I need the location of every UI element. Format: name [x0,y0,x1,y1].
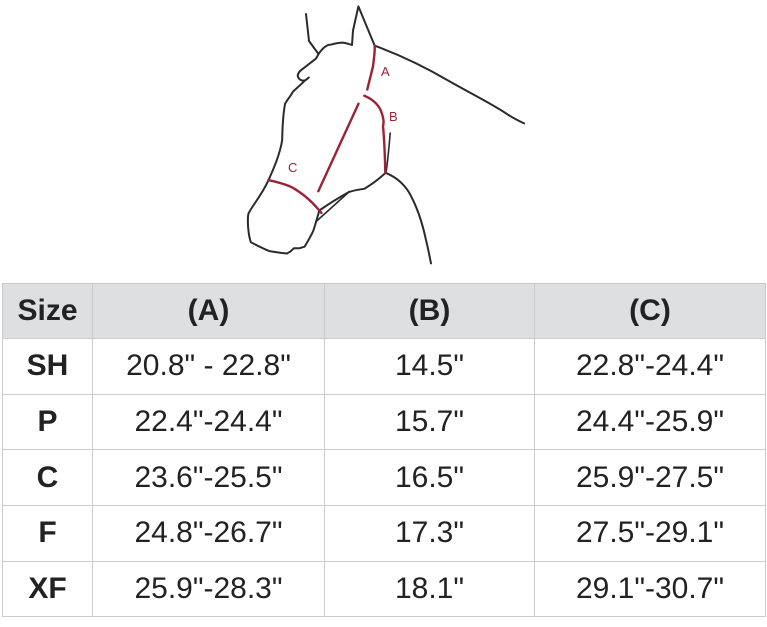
svg-text:B: B [389,109,398,124]
svg-text:C: C [288,160,297,175]
svg-text:A: A [381,64,390,79]
